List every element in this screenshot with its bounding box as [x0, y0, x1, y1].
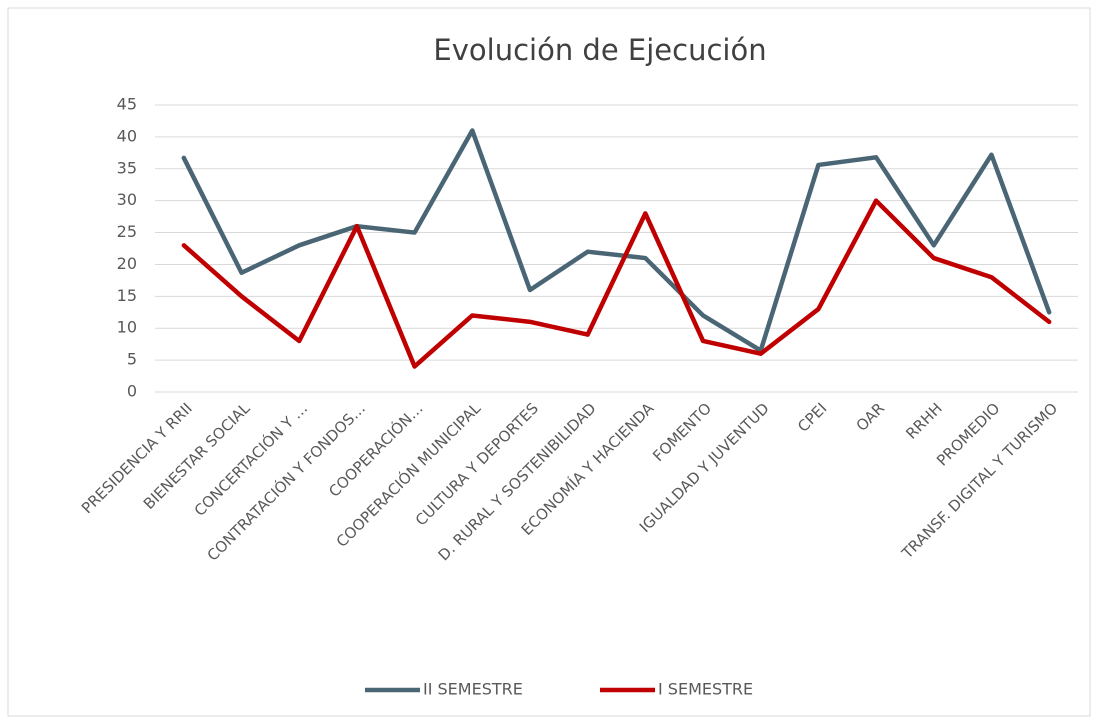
y-tick-label: 10	[117, 318, 137, 337]
legend-label: I SEMESTRE	[658, 680, 753, 699]
y-tick-label: 15	[117, 286, 137, 305]
y-tick-label: 25	[117, 222, 137, 241]
y-tick-label: 0	[127, 382, 137, 401]
y-tick-label: 35	[117, 158, 137, 177]
y-tick-label: 20	[117, 254, 137, 273]
chart-border	[7, 7, 1091, 717]
legend-label: II SEMESTRE	[423, 680, 523, 699]
series-line	[181, 198, 1052, 369]
y-tick-label: 45	[117, 95, 137, 114]
y-tick-label: 40	[117, 126, 137, 145]
y-tick-label: 5	[127, 350, 137, 369]
series-line	[181, 128, 1052, 353]
chart-title: Evolución de Ejecución	[433, 33, 766, 67]
y-tick-label: 30	[117, 190, 137, 209]
